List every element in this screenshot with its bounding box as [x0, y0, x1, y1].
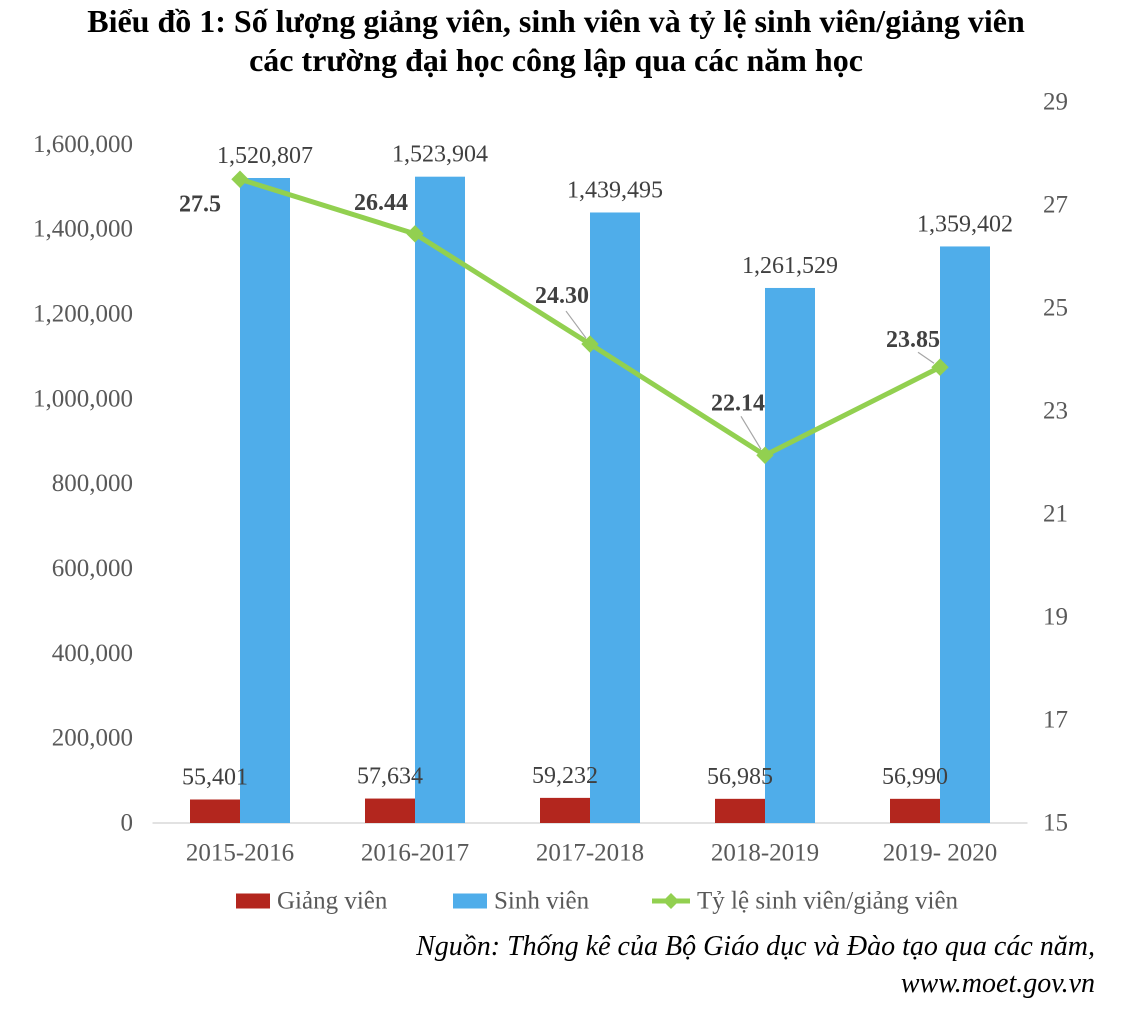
x-axis: 2015-2016 2016-2017 2017-2018 2018-2019 2019…: [152, 822, 1028, 867]
data-label-students: 1,261,529: [742, 253, 838, 279]
line-series-ratio: [231, 170, 949, 464]
y2-axis-tick-label: 27: [1043, 192, 1068, 219]
data-label-students: 1,359,402: [917, 211, 1013, 237]
y-axis-tick-label: 1,400,000: [33, 216, 133, 243]
data-label-students: 1,523,904: [392, 142, 488, 168]
leader-line: [917, 351, 935, 364]
bar-series-lecturers: [190, 797, 940, 823]
bars: [190, 176, 990, 824]
legend-item-ratio: Tỷ lệ sinh viên/giảng viên: [652, 888, 959, 915]
marker-ratio: [931, 358, 949, 376]
chart-title: Biểu đồ 1: Số lượng giảng viên, sinh viê…: [87, 3, 1025, 78]
marker-ratio: [231, 170, 249, 188]
source-note-line-2: www.moet.gov.vn: [901, 968, 1095, 999]
y-axis-tick-label: 400,000: [52, 640, 133, 667]
data-label-students: 1,439,495: [567, 177, 663, 203]
y-axis-left: 0 200,000 400,000 600,000 800,000 1,000,000 1,…: [33, 131, 133, 837]
legend-label-ratio: Tỷ lệ sinh viên/giảng viên: [697, 888, 959, 915]
y-axis-tick-label: 1,000,000: [33, 385, 133, 412]
y-axis-tick-label: 200,000: [52, 725, 133, 752]
bar-students: [590, 212, 640, 824]
legend-swatch-students: [453, 893, 487, 909]
x-axis-tick-label: 2019- 2020: [883, 840, 998, 867]
bar-students: [765, 287, 815, 824]
y2-axis-tick-label: 21: [1043, 501, 1068, 528]
bar-students: [415, 176, 465, 823]
y2-axis-tick-label: 19: [1043, 604, 1068, 631]
x-axis-tick-label: 2017-2018: [536, 840, 644, 867]
bar-lecturers: [540, 797, 590, 823]
source-note-line-1: Nguồn: Thống kê của Bộ Giáo dục và Đào t…: [415, 931, 1095, 962]
data-label-lecturers: 56,985: [707, 764, 773, 790]
marker-ratio: [756, 446, 774, 464]
chart-title-line-2: các trường đại học công lập qua các năm …: [249, 42, 863, 78]
bar-lecturers: [715, 798, 765, 823]
y2-axis-tick-label: 17: [1043, 707, 1068, 734]
marker-ratio: [581, 335, 599, 353]
marker-ratio: [406, 225, 424, 243]
y2-axis-tick-label: 29: [1043, 89, 1068, 116]
bar-lecturers: [365, 798, 415, 823]
x-axis-tick-label: 2018-2019: [711, 840, 819, 867]
data-label-lecturers: 57,634: [357, 764, 423, 790]
bar-series-students: [240, 176, 990, 824]
data-label-ratio: 26.44: [354, 190, 408, 216]
y2-axis-tick-label: 25: [1043, 295, 1068, 322]
bar-lecturers: [890, 798, 940, 823]
legend-label-lecturers: Giảng viên: [277, 888, 388, 915]
source-note: Nguồn: Thống kê của Bộ Giáo dục và Đào t…: [415, 931, 1095, 999]
data-label-lecturers: 55,401: [182, 765, 248, 791]
legend-swatch-lecturers: [236, 893, 270, 909]
y-axis-tick-label: 600,000: [52, 555, 133, 582]
y2-axis-tick-label: 15: [1043, 810, 1068, 837]
data-label-ratio: 24.30: [535, 283, 589, 309]
y-axis-tick-label: 0: [121, 810, 134, 837]
y-axis-tick-label: 1,200,000: [33, 301, 133, 328]
y2-axis-tick-label: 23: [1043, 398, 1068, 425]
data-label-ratio: 27.5: [179, 191, 221, 217]
bar-students: [940, 246, 990, 824]
data-labels: 55,401 57,634 59,232 56,985 56,990 1,520,807 1…: [179, 142, 1013, 791]
legend-label-students: Sinh viên: [494, 888, 590, 915]
y-axis-tick-label: 1,600,000: [33, 131, 133, 158]
legend-item-students: Sinh viên: [453, 888, 590, 915]
bar-students: [240, 177, 290, 824]
data-label-lecturers: 56,990: [882, 764, 948, 790]
plot-area: 55,401 57,634 59,232 56,985 56,990 1,520,807 1…: [179, 142, 1013, 824]
x-axis-tick-label: 2016-2017: [361, 840, 469, 867]
x-axis-tick-label: 2015-2016: [186, 840, 294, 867]
y-axis-tick-label: 800,000: [52, 470, 133, 497]
leader-line: [565, 310, 587, 339]
legend: Giảng viên Sinh viên Tỷ lệ sinh viên/giảng…: [236, 888, 959, 915]
data-label-ratio: 22.14: [711, 390, 765, 416]
data-label-lecturers: 59,232: [532, 763, 598, 789]
y-axis-right: 15 17 19 21 23 25 27 29: [1043, 89, 1068, 837]
data-label-students: 1,520,807: [217, 143, 313, 169]
legend-item-lecturers: Giảng viên: [236, 888, 388, 915]
chart-title-line-1: Biểu đồ 1: Số lượng giảng viên, sinh viê…: [87, 3, 1025, 39]
legend-marker-ratio: [663, 893, 679, 909]
data-label-ratio: 23.85: [886, 327, 940, 353]
bar-lecturers: [190, 799, 240, 823]
leader-line: [740, 415, 762, 450]
